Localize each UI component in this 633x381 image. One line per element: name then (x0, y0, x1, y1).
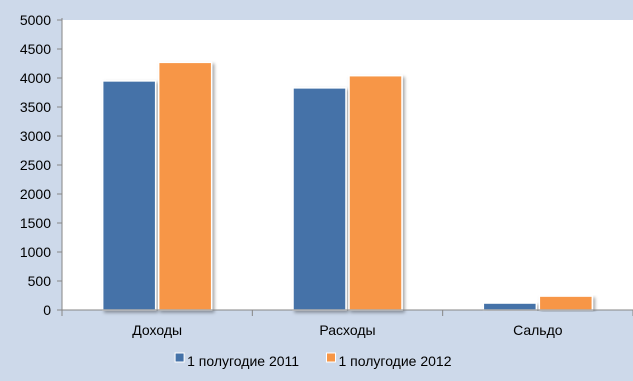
y-tick-label: 2500 (20, 157, 51, 173)
bar-1-3 (482, 302, 538, 311)
x-category-label: Расходы (319, 322, 375, 338)
bar-2-3 (538, 295, 594, 311)
y-tick-label: 0 (43, 302, 51, 318)
y-tick-label: 5000 (20, 12, 51, 28)
bars (101, 61, 594, 311)
legend-label-2: 1 полугодие 2012 (339, 353, 452, 369)
bar-1-1 (101, 80, 157, 311)
y-tick-label: 2000 (20, 186, 51, 202)
plot-area (62, 20, 633, 310)
legend-swatch-1 (174, 352, 185, 363)
axes (61, 18, 633, 316)
bar-1-2 (292, 87, 347, 311)
x-axis-categories: Доходы Расходы Сальдо (132, 322, 563, 338)
x-category-label: Доходы (132, 322, 182, 338)
y-axis-ticks: 0 500 1000 1500 2000 2500 3000 3500 4000 4500 5000 (20, 12, 62, 318)
y-tick-label: 3000 (20, 128, 51, 144)
bar-2-1 (157, 61, 213, 311)
y-tick-label: 1500 (20, 215, 51, 231)
legend-swatch-2 (326, 352, 336, 363)
y-tick-label: 4000 (20, 70, 51, 86)
y-tick-label: 500 (28, 273, 52, 289)
legend: 1 полугодие 2011 1 полугодие 2012 (174, 352, 452, 369)
x-category-label: Сальдо (513, 322, 563, 338)
y-tick-label: 1000 (20, 244, 51, 260)
legend-label-1: 1 полугодие 2011 (187, 353, 299, 369)
y-tick-label: 4500 (20, 41, 51, 57)
bar-2-2 (348, 74, 403, 311)
y-tick-label: 3500 (20, 99, 51, 115)
